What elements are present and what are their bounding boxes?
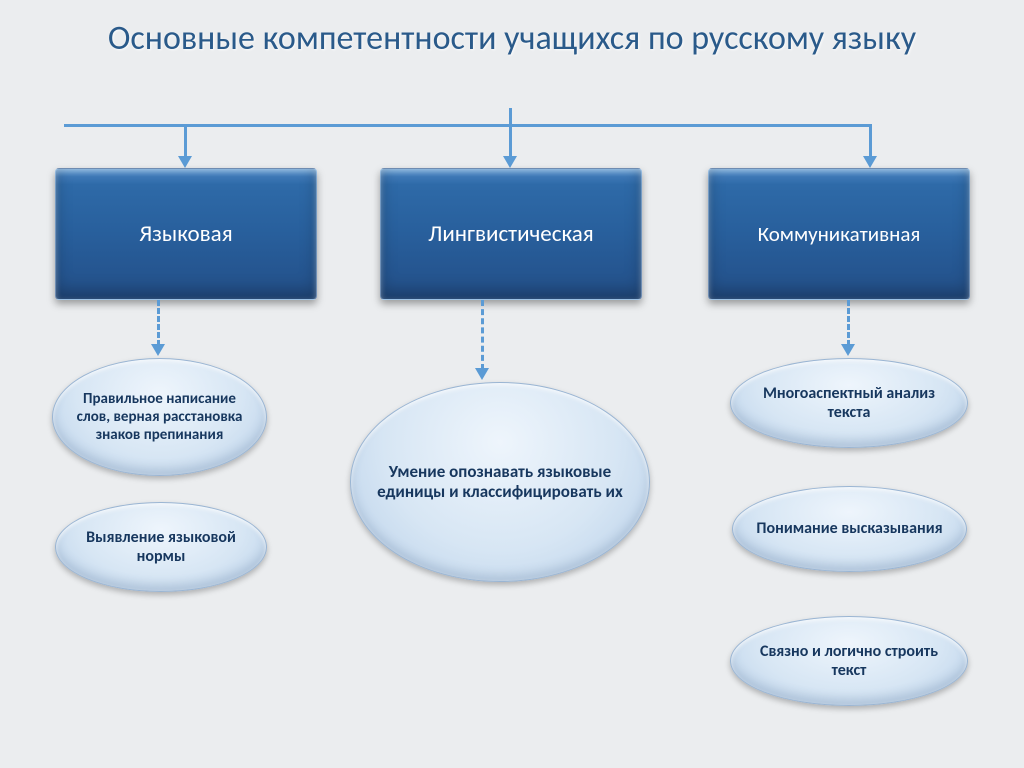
connector-drop-right: [869, 124, 872, 158]
dash-arrow-head-center: [475, 368, 489, 380]
category-box-ling-science: Лингвистическая: [380, 168, 642, 300]
ellipse-text: Умение опознавать языковые единицы и кла…: [365, 462, 635, 503]
slide-title: Основные компетентности учащихся по русс…: [0, 18, 1024, 61]
connector-drop-center: [509, 124, 512, 158]
ellipse-text: Правильное написание слов, верная расста…: [67, 390, 252, 444]
category-box-linguistic: Языковая: [55, 168, 317, 300]
ellipse-node: Правильное написание слов, верная расста…: [52, 358, 267, 476]
connector-arrow-left: [178, 156, 192, 168]
ellipse-node: Многоаспектный анализ текста: [730, 358, 968, 448]
connector-arrow-center: [503, 156, 517, 168]
dash-arrow-right: [847, 300, 850, 346]
ellipse-node: Связно и логично строить текст: [730, 616, 968, 706]
connector-arrow-right: [863, 156, 877, 168]
dash-arrow-center: [481, 300, 484, 370]
category-label: Языковая: [139, 220, 232, 248]
slide-canvas: Основные компетентности учащихся по русс…: [0, 0, 1024, 768]
ellipse-node: Выявление языковой нормы: [55, 502, 267, 592]
category-label: Коммуникативная: [758, 221, 921, 247]
ellipse-text: Понимание высказывания: [756, 519, 942, 538]
ellipse-text: Связно и логично строить текст: [745, 642, 953, 680]
ellipse-text: Выявление языковой нормы: [70, 528, 252, 566]
ellipse-text: Многоаспектный анализ текста: [745, 384, 953, 422]
ellipse-node: Понимание высказывания: [732, 486, 967, 572]
category-label: Лингвистическая: [428, 220, 593, 248]
ellipse-node: Умение опознавать языковые единицы и кла…: [350, 382, 650, 582]
dash-arrow-head-right: [841, 344, 855, 356]
category-box-communicative: Коммуникативная: [708, 168, 970, 300]
connector-drop-left: [184, 124, 187, 158]
dash-arrow-head-left: [151, 344, 165, 356]
dash-arrow-left: [157, 300, 160, 346]
